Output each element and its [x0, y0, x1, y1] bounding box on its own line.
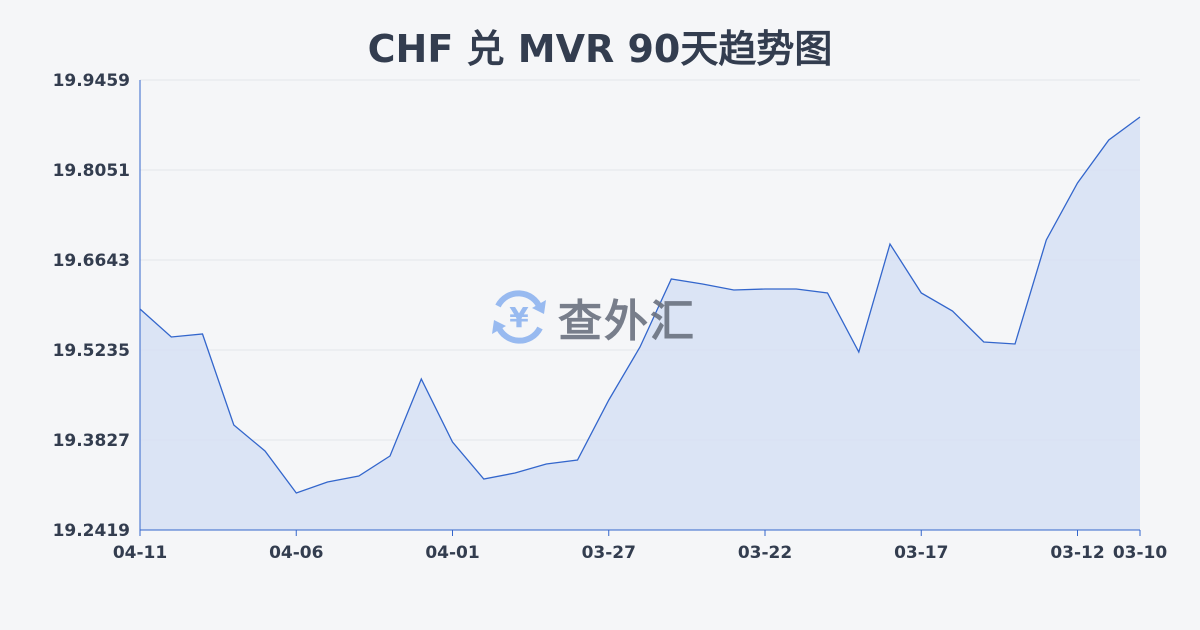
y-tick-label: 19.5235 — [53, 341, 130, 361]
y-tick-label: 19.9459 — [53, 71, 130, 91]
svg-text:¥: ¥ — [509, 301, 529, 334]
x-tick-label: 04-06 — [269, 543, 323, 563]
yuan-exchange-icon: ¥ — [492, 290, 546, 344]
x-tick-label: 03-17 — [894, 543, 948, 563]
chart-title: CHF 兑 MVR 90天趋势图 — [367, 27, 833, 71]
area-fill — [140, 117, 1140, 530]
watermark-text: 查外汇 — [558, 296, 696, 347]
x-tick-label: 03-12 — [1050, 543, 1104, 563]
y-tick-label: 19.8051 — [53, 161, 130, 181]
x-tick-label: 03-10 — [1113, 543, 1168, 563]
y-tick-label: 19.3827 — [53, 431, 130, 451]
watermark: ¥ 查外汇 — [488, 285, 696, 349]
y-tick-label: 19.6643 — [53, 251, 130, 271]
x-tick-label: 04-11 — [113, 543, 167, 563]
y-tick-label: 19.2419 — [53, 521, 130, 541]
x-tick-label: 03-27 — [582, 543, 636, 563]
x-tick-label: 03-22 — [738, 543, 792, 563]
x-tick-label: 04-01 — [425, 543, 479, 563]
series-line — [139, 116, 1141, 494]
